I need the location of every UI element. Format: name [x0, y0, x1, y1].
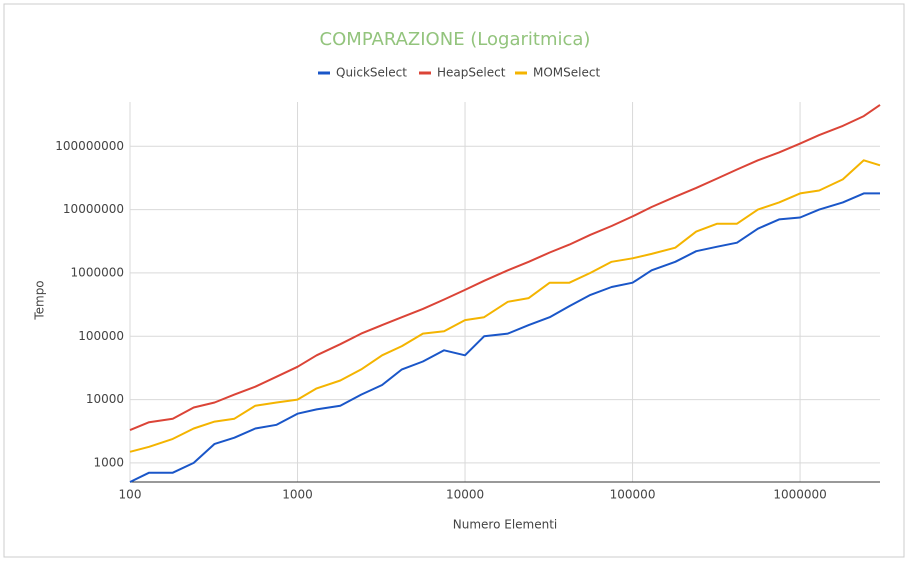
legend-label: MOMSelect — [533, 66, 600, 80]
y-tick-label: 10000000 — [63, 202, 124, 216]
y-tick-label: 1000 — [93, 455, 124, 469]
data-line — [129, 159, 881, 453]
x-axis-label: Numero Elementi — [453, 518, 558, 532]
x-tick-label: 10000 — [446, 488, 484, 502]
y-axis-label: Tempo — [33, 280, 47, 320]
data-line — [129, 104, 881, 432]
legend-label: QuickSelect — [336, 66, 407, 80]
y-tick-label: 100000 — [78, 329, 124, 343]
legend: QuickSelect HeapSelect MOMSelect — [318, 66, 600, 80]
chart-frame — [3, 3, 905, 558]
y-tick-label: 100000000 — [55, 139, 124, 153]
y-tick-label: 1000000 — [71, 265, 124, 279]
x-tick-label: 100 — [119, 488, 142, 502]
x-tick-label: 1000000 — [773, 488, 826, 502]
data-line — [129, 192, 880, 483]
x-tick-label: 1000 — [282, 488, 313, 502]
chart-title: COMPARAZIONE (Logaritmica) — [320, 29, 591, 50]
y-tick-label: 10000 — [86, 392, 124, 406]
legend-label: HeapSelect — [437, 66, 506, 80]
x-tick-label: 100000 — [610, 488, 656, 502]
